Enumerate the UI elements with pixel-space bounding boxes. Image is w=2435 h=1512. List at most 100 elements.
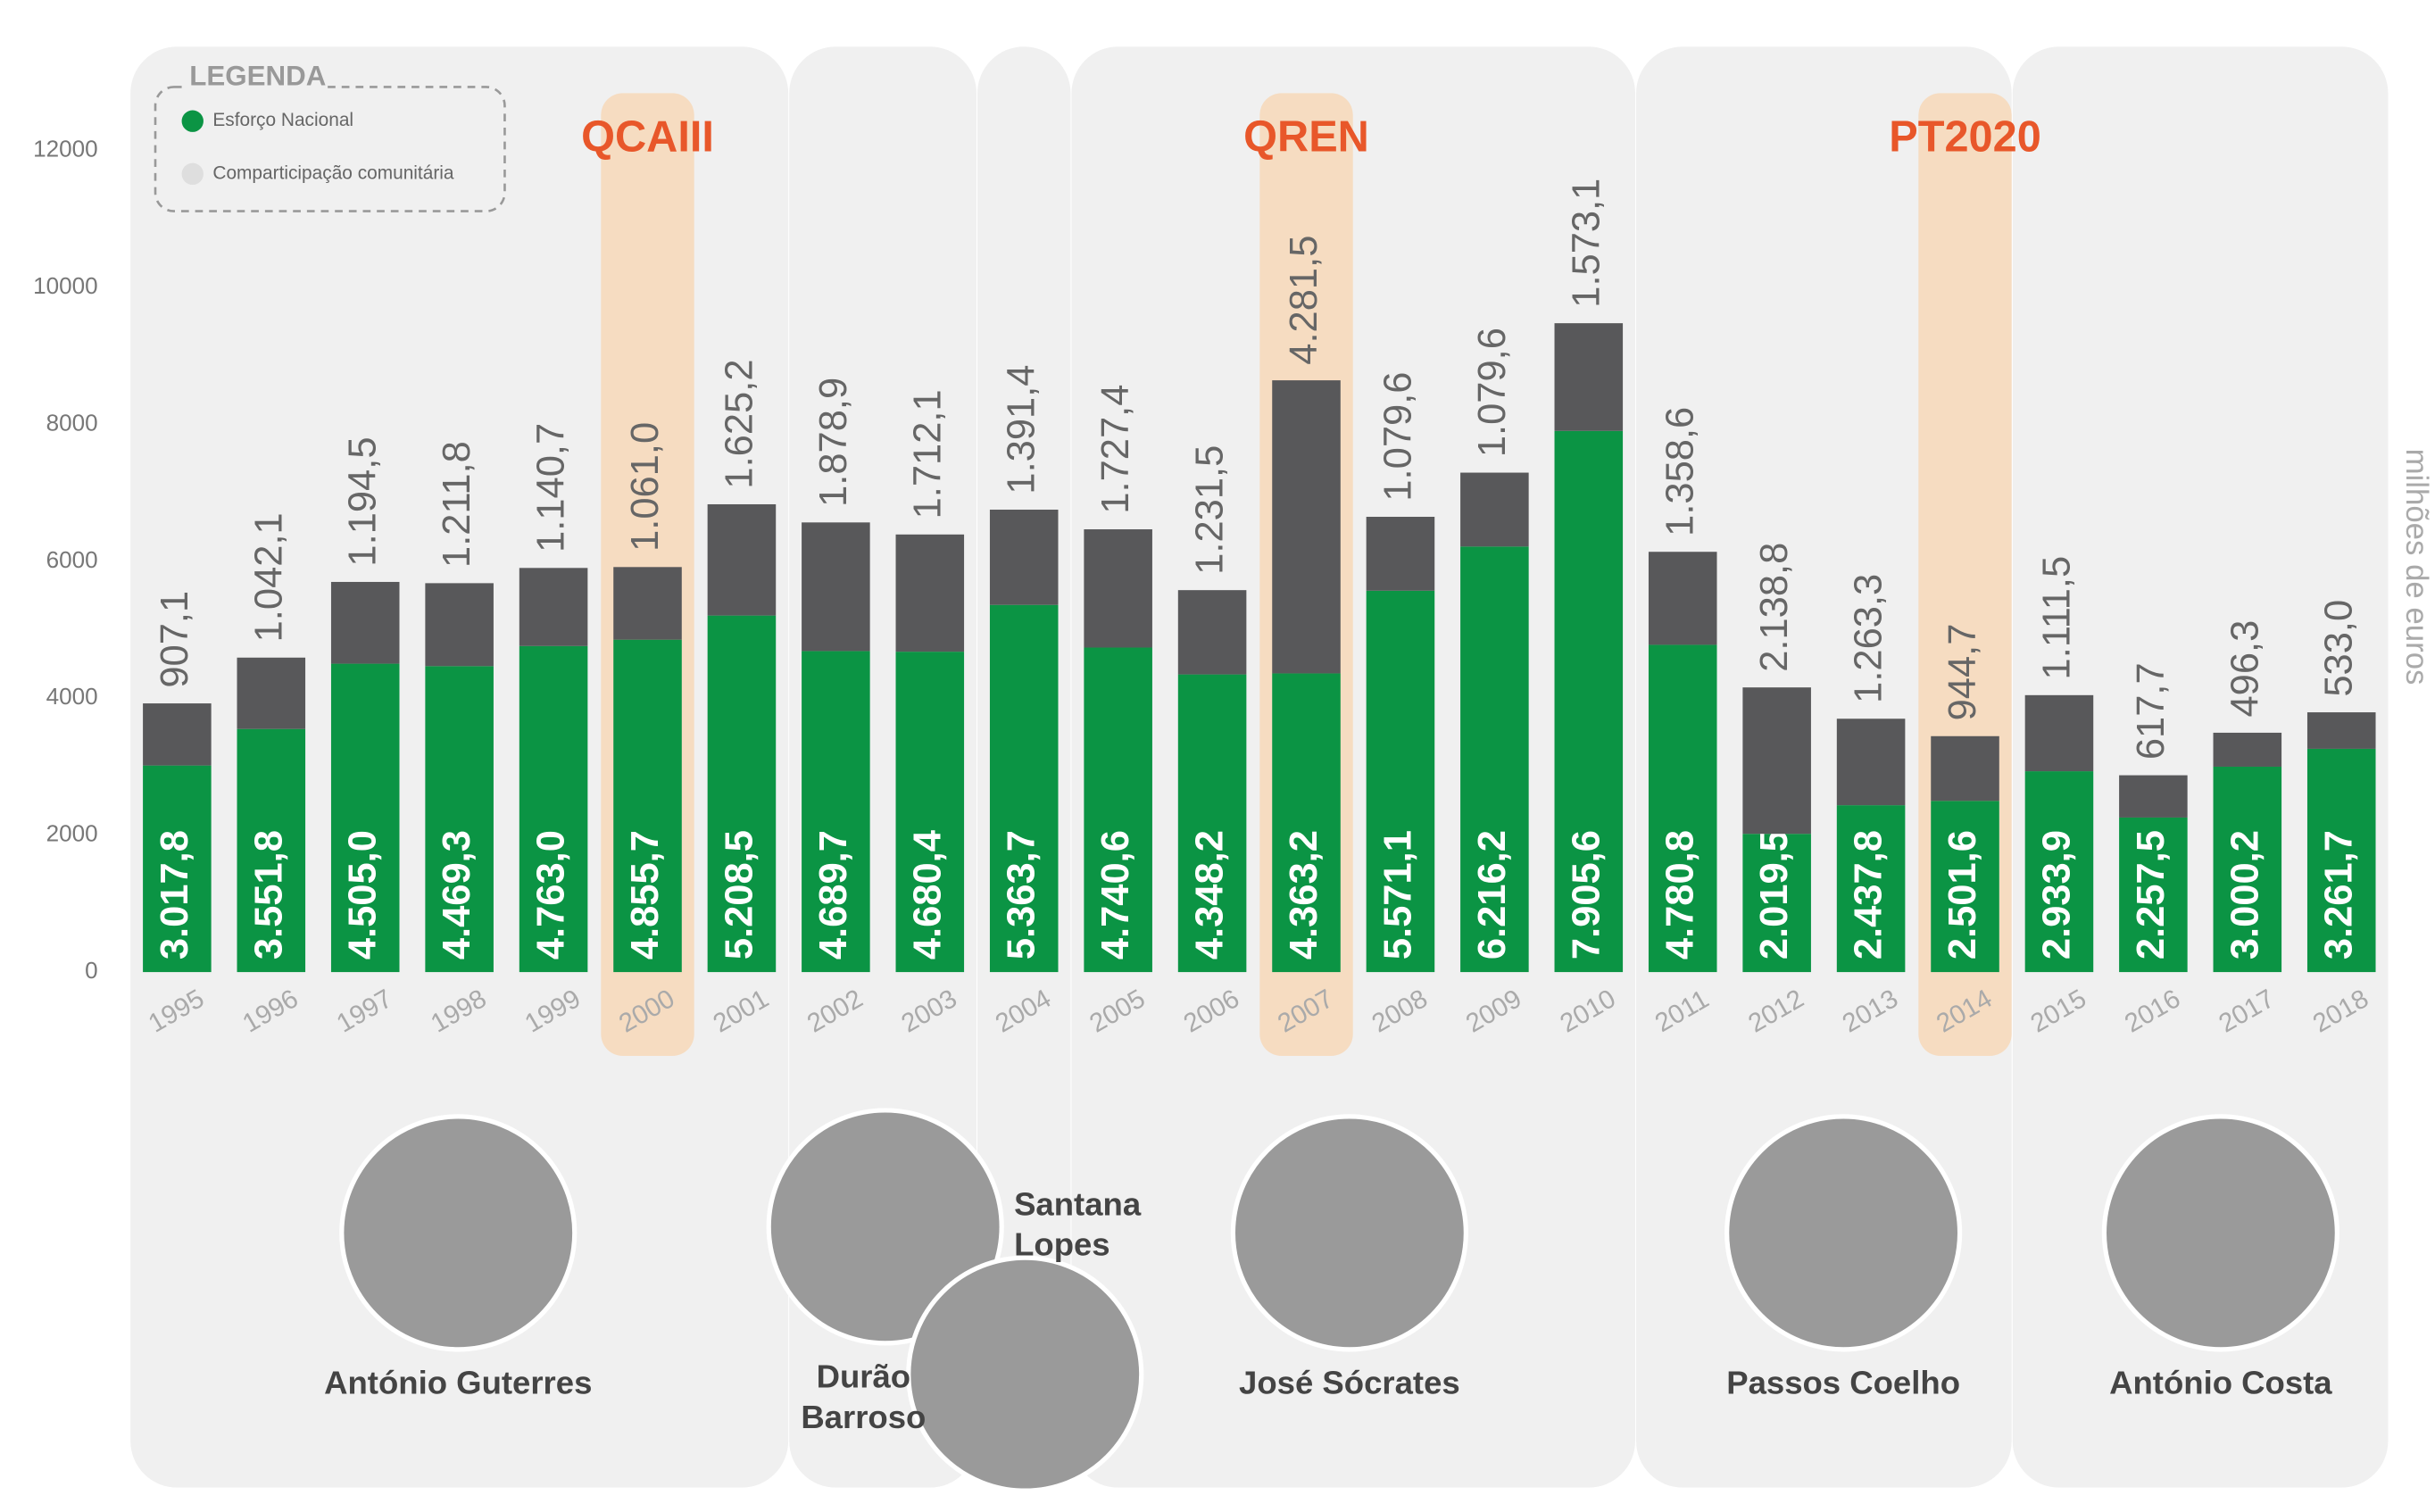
bar-segment <box>802 651 870 973</box>
value-label-inside: 5.363,7 <box>1001 830 1043 960</box>
bar-segment <box>2024 771 2094 973</box>
bar-segment <box>2213 766 2282 973</box>
bar-segment <box>425 666 494 973</box>
bar-segment <box>1177 590 1247 675</box>
bar-segment <box>425 583 494 667</box>
y-tick-label: 10000 <box>33 272 98 299</box>
value-label-top: 1.231,5 <box>1189 445 1232 575</box>
bar-segment <box>1366 590 1435 973</box>
value-label-top: 496,3 <box>2223 620 2266 718</box>
value-label-inside: 4.763,0 <box>530 830 573 960</box>
photo <box>766 1108 1004 1346</box>
value-label-top: 1.079,6 <box>1376 372 1419 502</box>
legend-swatch <box>181 162 204 186</box>
value-label-inside: 6.216,2 <box>1471 830 1514 960</box>
value-label-top: 1.391,4 <box>1001 365 1043 494</box>
bar-segment <box>330 581 400 664</box>
photo <box>1230 1114 1468 1352</box>
government-name: Durão <box>817 1358 911 1395</box>
bar-segment <box>1554 323 1624 431</box>
programme-label: QCAIII <box>581 112 714 161</box>
value-label-top: 1.140,7 <box>530 423 573 552</box>
programme-label: PT2020 <box>1889 112 2041 161</box>
y-tick-label: 12000 <box>33 136 98 162</box>
bar-segment <box>989 510 1059 605</box>
value-label-top: 4.281,5 <box>1283 236 1326 365</box>
government-name: Lopes <box>1014 1226 1110 1263</box>
bar-segment <box>2306 712 2376 749</box>
value-label-top: 1.573,1 <box>1565 179 1608 308</box>
legend-title-bg <box>183 62 327 94</box>
value-label-inside: 3.551,8 <box>247 830 290 960</box>
value-label-inside: 3.017,8 <box>154 830 196 960</box>
bar-segment <box>895 534 965 652</box>
bar-segment <box>2213 732 2282 767</box>
bar-segment <box>519 645 588 973</box>
bar-segment <box>1836 719 1906 806</box>
bar-segment <box>2024 694 2094 772</box>
bar-segment <box>143 765 212 973</box>
value-label-top: 1.211,8 <box>436 441 478 568</box>
value-label-top: 1.111,5 <box>2035 556 2078 680</box>
value-label-top: 1.727,4 <box>1094 385 1137 514</box>
bar-segment <box>1648 552 1717 645</box>
bar-segment <box>1742 834 1811 973</box>
y-tick-label: 6000 <box>46 546 98 573</box>
bar-segment <box>1366 517 1435 591</box>
value-label-top: 1.358,6 <box>1659 407 1702 536</box>
plot: LEGENDA Esforço Nacional Comparticipação c… <box>33 60 2433 1038</box>
bar-segment <box>707 615 777 973</box>
bar-segment <box>1460 472 1529 547</box>
value-label-inside: 4.348,2 <box>1189 830 1232 960</box>
bar-segment <box>1460 546 1529 973</box>
photo <box>906 1255 1144 1493</box>
photo <box>1724 1114 1963 1352</box>
value-label-top: 1.061,0 <box>624 422 667 552</box>
government-panel <box>1636 46 2012 1488</box>
government-name: António Costa <box>2109 1365 2332 1401</box>
value-label-inside: 7.905,6 <box>1565 830 1608 960</box>
value-label-inside: 4.740,6 <box>1094 830 1137 960</box>
programme-label: QREN <box>1243 112 1369 161</box>
government-name: Passos Coelho <box>1726 1365 1960 1401</box>
bar-segment <box>1084 647 1152 973</box>
value-label-inside: 2.933,9 <box>2035 830 2078 960</box>
value-label-top: 1.263,3 <box>1848 574 1891 703</box>
government-name: António Guterres <box>324 1365 592 1401</box>
value-label-inside: 4.780,8 <box>1659 830 1702 960</box>
bar-segment <box>1931 801 1999 973</box>
bar-segment <box>1272 673 1341 973</box>
photo <box>2101 1114 2339 1352</box>
legend-title: LEGENDA <box>189 60 326 91</box>
government-name: José Sócrates <box>1239 1365 1460 1401</box>
value-label-inside: 3.000,2 <box>2223 830 2266 960</box>
bar-segment <box>802 522 870 652</box>
bar-segment <box>707 503 777 616</box>
value-label-inside: 4.469,3 <box>436 830 478 960</box>
value-label-top: 1.194,5 <box>342 436 385 566</box>
government-panel <box>1071 46 1635 1488</box>
y-tick-label: 0 <box>85 957 98 984</box>
legend-label: Esforço Nacional <box>212 110 353 130</box>
value-label-inside: 4.855,7 <box>624 830 667 960</box>
government-panel <box>2012 46 2389 1488</box>
value-label-top: 944,7 <box>1941 624 1984 721</box>
value-label-inside: 2.501,6 <box>1941 830 1984 960</box>
value-label-inside: 4.505,0 <box>342 830 385 960</box>
value-label-top: 2.138,8 <box>1753 543 1796 672</box>
value-label-inside: 2.257,5 <box>2130 830 2173 960</box>
bar-segment <box>895 652 965 973</box>
bar-segment <box>143 703 212 766</box>
value-label-top: 533,0 <box>2318 600 2361 697</box>
panels: António Guterres Durão Barroso Santana Lopes… <box>130 46 2389 1493</box>
value-label-inside: 4.363,2 <box>1283 830 1326 960</box>
government-name: Barroso <box>801 1399 926 1435</box>
value-label-top: 907,1 <box>154 591 196 688</box>
value-label-inside: 4.680,4 <box>906 830 949 960</box>
legend-swatch <box>181 110 204 132</box>
y-tick-label: 4000 <box>46 683 98 710</box>
bar-segment <box>1084 529 1152 648</box>
y-tick-label: 8000 <box>46 409 98 436</box>
bar-segment <box>1177 674 1247 973</box>
